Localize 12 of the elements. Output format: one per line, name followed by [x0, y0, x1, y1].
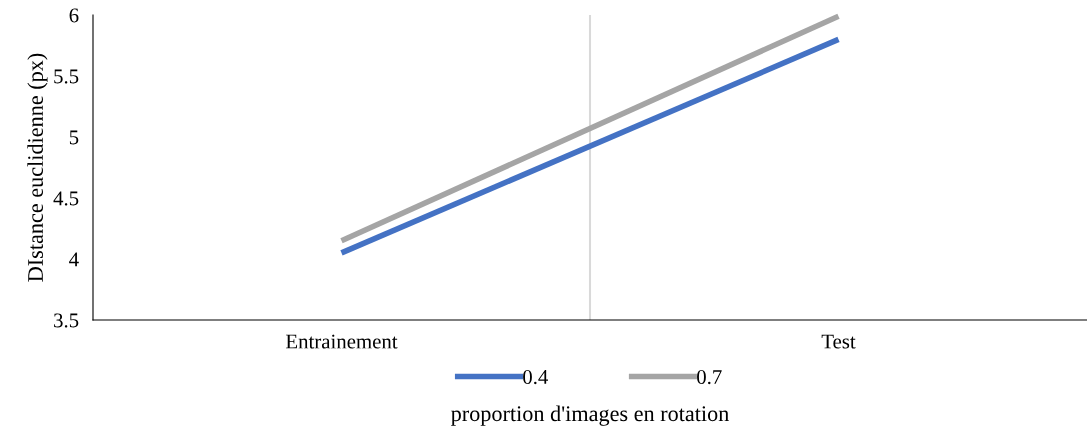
y-tick-label: 5 [69, 130, 79, 145]
y-tick-label: 5.5 [54, 69, 79, 84]
legend-label: 0.4 [523, 369, 549, 385]
x-axis-title: proportion d'images en rotation [451, 405, 729, 426]
y-tick-label: 3.5 [54, 313, 79, 328]
y-tick-label: 4.5 [53, 191, 79, 206]
y-axis-title: DIstance euclidienne (px) [27, 53, 48, 282]
y-tick-label: 6 [69, 8, 79, 23]
x-tick-label: Test [821, 334, 856, 349]
y-tick-label: 4 [69, 252, 79, 267]
x-tick-label: Entrainement [285, 334, 398, 349]
legend-label: 0.7 [697, 369, 722, 385]
